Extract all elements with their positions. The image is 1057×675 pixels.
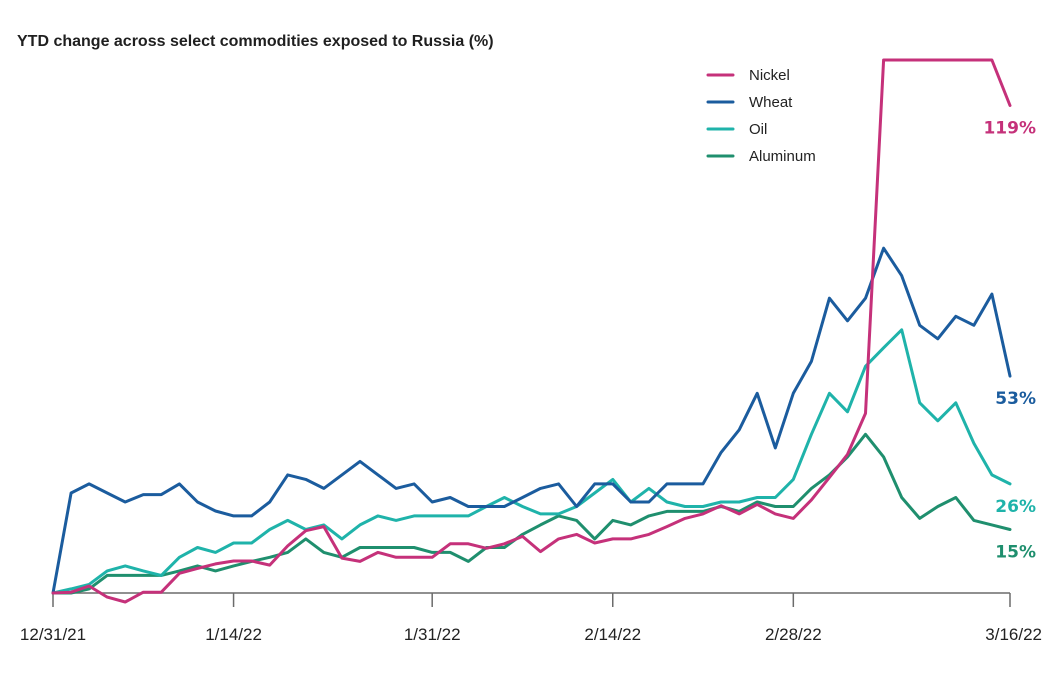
end-label-oil: 26% — [995, 497, 1036, 517]
legend-label-wheat: Wheat — [749, 94, 793, 111]
x-tick-label: 2/28/22 — [765, 625, 822, 644]
x-tick-label: 3/16/22 — [985, 625, 1042, 644]
series-lines — [51, 58, 1012, 604]
x-tick-label: 12/31/21 — [20, 625, 86, 644]
series-line-wheat — [51, 246, 1012, 595]
x-axis: 12/31/21 1/14/22 1/31/22 2/14/22 2/28/22 3/16… — [20, 592, 1042, 644]
series-line-aluminum — [51, 432, 1012, 595]
end-label-wheat: 53% — [995, 389, 1036, 409]
legend: Nickel Wheat Oil Aluminum — [706, 67, 816, 165]
end-label-nickel: 119% — [983, 119, 1036, 139]
x-tick-label: 1/14/22 — [205, 625, 262, 644]
chart-title: YTD change across select commodities exp… — [17, 33, 494, 50]
series-line-oil — [51, 328, 1012, 595]
legend-label-oil: Oil — [749, 121, 767, 138]
end-label-aluminum: 15% — [995, 543, 1036, 563]
series-line-nickel — [51, 58, 1012, 604]
end-labels: 119% 53% 26% 15% — [983, 119, 1036, 563]
legend-label-nickel: Nickel — [749, 67, 790, 84]
legend-label-aluminum: Aluminum — [749, 148, 816, 165]
x-tick-label: 2/14/22 — [584, 625, 641, 644]
x-tick-label: 1/31/22 — [404, 625, 461, 644]
